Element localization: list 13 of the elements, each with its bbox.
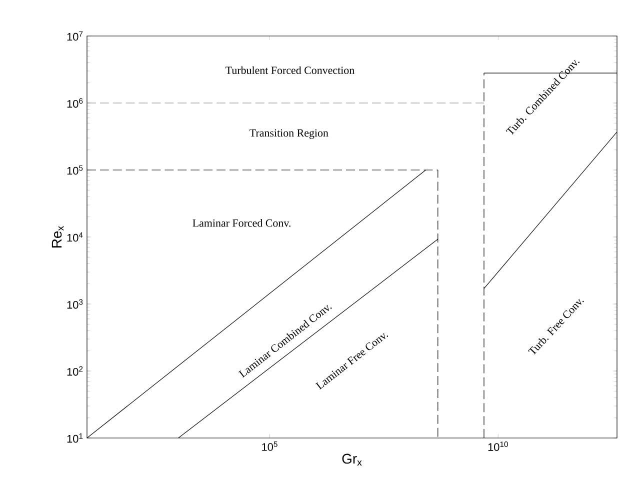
annotation: Laminar Forced Conv.: [192, 219, 290, 227]
y-axis-title: Re$_{x}$: [52, 226, 64, 248]
y-tick-label: 10$^{6}$: [67, 98, 83, 108]
x-axis-title: Gr$_{x}$: [342, 454, 362, 466]
x-tick-label: 10$^{10}$: [488, 442, 508, 451]
annotation: Transition Region: [250, 129, 328, 139]
y-tick-label: 10$^{7}$: [67, 31, 83, 41]
y-tick-label: 10$^{2}$: [67, 366, 83, 376]
annotation: Turbulent Forced Convection: [226, 66, 354, 74]
y-tick-label: 10$^{4}$: [67, 232, 83, 242]
y-tick-label: 10$^{3}$: [67, 299, 83, 309]
y-tick-label: 10$^{1}$: [67, 433, 83, 443]
y-tick-label: 10$^{5}$: [67, 165, 83, 175]
